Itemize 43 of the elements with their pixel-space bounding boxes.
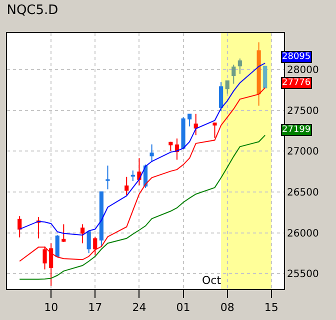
- candlestick: [124, 176, 129, 196]
- candlestick: [181, 116, 186, 150]
- candlestick: [36, 216, 41, 239]
- candlestick: [225, 80, 230, 94]
- y-tick-label: 26500: [287, 187, 319, 198]
- candlestick: [150, 144, 154, 163]
- chart-title: NQC5.D: [6, 2, 58, 18]
- annotation: Oct: [202, 274, 222, 287]
- candlestick: [256, 42, 261, 106]
- x-tick-label: 10: [44, 301, 58, 314]
- annotation: 27776: [282, 78, 311, 88]
- candlestick: [219, 82, 224, 112]
- candlestick: [86, 230, 91, 254]
- x-tick-label: 24: [132, 301, 146, 314]
- x-tick-label: 17: [88, 301, 102, 314]
- x-tick-label: 08: [220, 301, 234, 314]
- candlestick: [188, 114, 192, 127]
- candlestick: [80, 224, 85, 244]
- candlestick: [174, 138, 180, 160]
- x-tick-label: 15: [264, 301, 278, 314]
- candlestick: [62, 224, 66, 242]
- candlestick: [232, 64, 236, 84]
- candlestick: [168, 142, 173, 152]
- candlestick: [99, 191, 104, 248]
- candlestick: [212, 122, 217, 138]
- candlestick: [137, 158, 142, 186]
- candlestick: [18, 216, 22, 238]
- candlestick: [55, 234, 60, 258]
- y-tick-label: 28000: [287, 65, 319, 76]
- candlestick: [130, 170, 135, 182]
- y-tick-label: 27500: [287, 106, 319, 117]
- x-tick-label: 01: [176, 301, 190, 314]
- annotation: 27199: [282, 125, 311, 135]
- y-tick-label: 27000: [287, 146, 319, 158]
- candlestick: [238, 58, 242, 74]
- candlestick: [106, 165, 110, 190]
- candlestick: [194, 113, 198, 136]
- y-tick-label: 26000: [287, 228, 319, 240]
- annotation: 28095: [282, 52, 311, 62]
- candlestick: [263, 65, 268, 89]
- line-series: [19, 62, 266, 236]
- candlestick: [93, 236, 98, 256]
- y-tick-label: 25500: [287, 269, 319, 280]
